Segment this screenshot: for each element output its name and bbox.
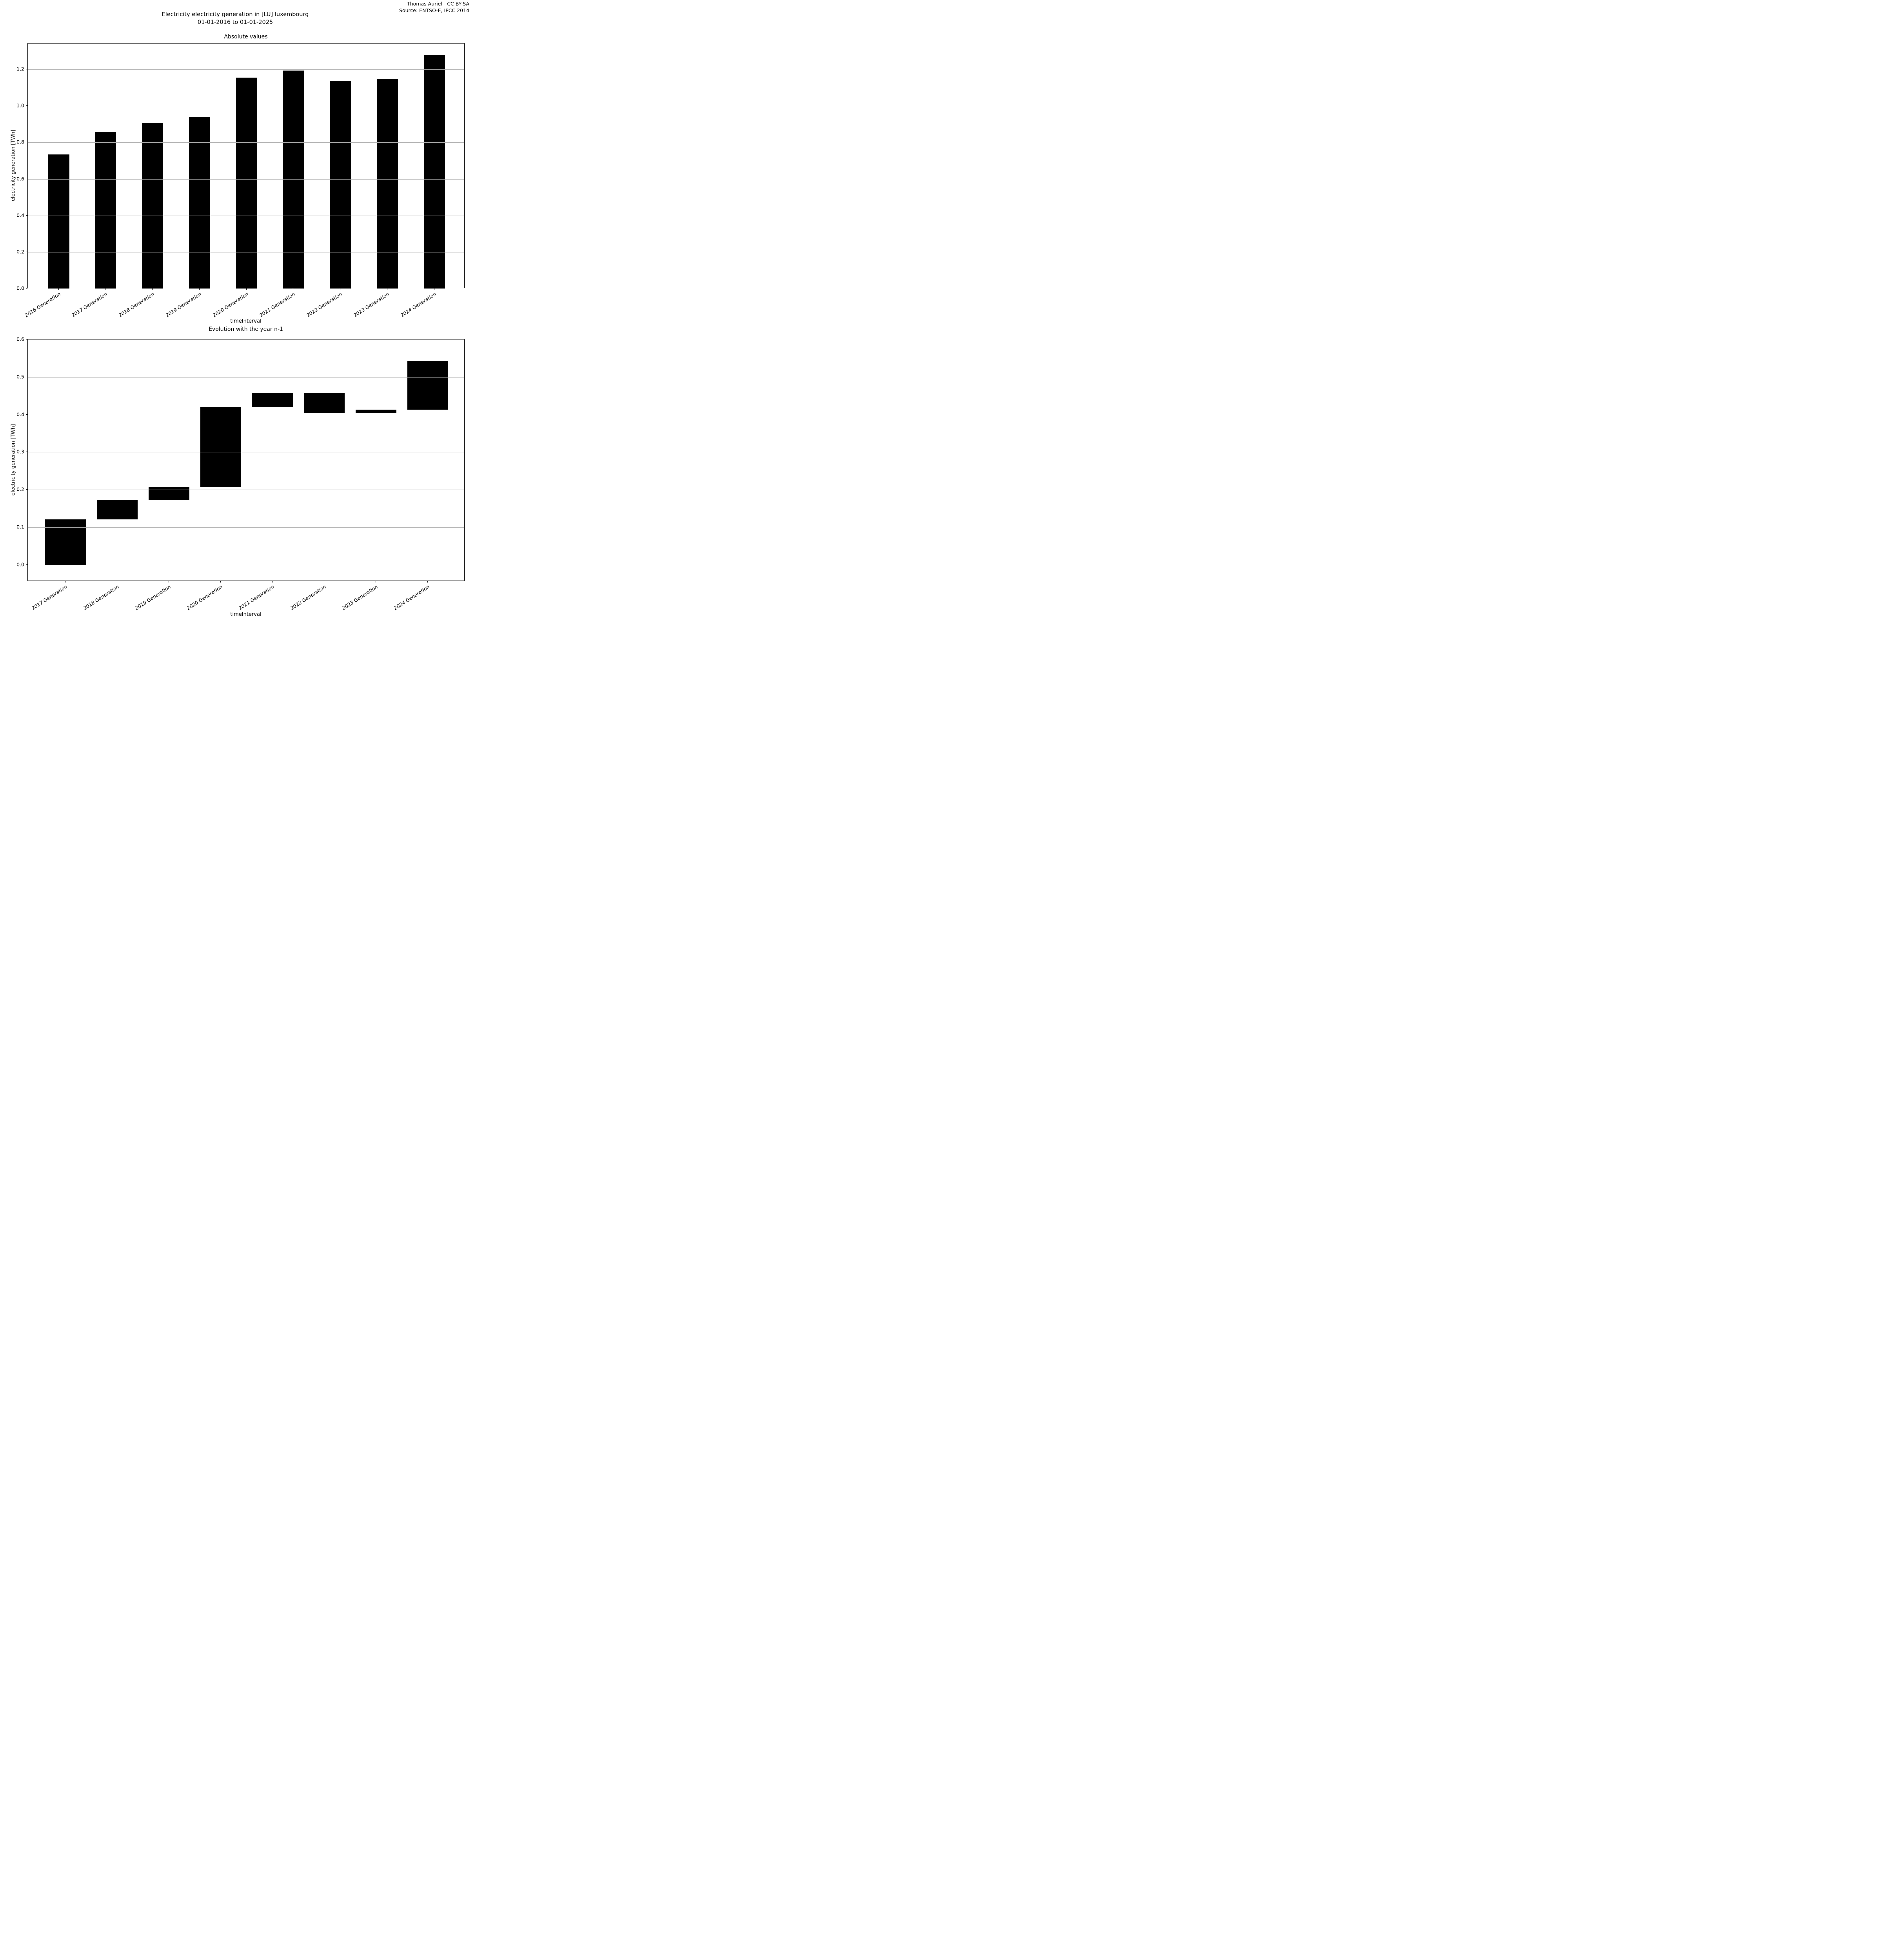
bottom-chart-xtick-label: 2022 Generation [289, 584, 327, 612]
top-chart-xtick-mark [58, 288, 59, 290]
bottom-chart-xtick-label: 2023 Generation [340, 584, 379, 612]
top-chart-ytick-label: 1.2 [16, 66, 24, 72]
bottom-chart-bar-2024 [407, 361, 448, 410]
bottom-chart-bar-2022 [303, 393, 345, 413]
bottom-chart-xtick-label: 2019 Generation [133, 584, 172, 612]
bottom-chart-ylabel: electricity generation [TWh] [10, 424, 16, 496]
top-chart-gridline [28, 142, 464, 143]
bottom-chart-bar-2018 [96, 500, 138, 519]
top-chart-xtick-mark [199, 288, 200, 290]
bottom-chart-xtick-label: 2018 Generation [82, 584, 120, 612]
top-chart-ytick-label: 1.0 [16, 102, 24, 109]
bottom-chart-ytick-label: 0.4 [16, 411, 24, 417]
top-chart-bar-2017 [95, 132, 116, 289]
top-chart-xtick-label: 2024 Generation [399, 291, 437, 319]
bottom-chart-ytick-label: 0.5 [16, 374, 24, 380]
credit-source: Source: ENTSO-E, IPCC 2014 [399, 7, 469, 13]
top-chart-ytick-label: 0.0 [16, 285, 24, 291]
bottom-chart-plot-area [27, 339, 465, 581]
top-chart-bar-2022 [330, 80, 351, 289]
figure-title: Electricity electricity generation in [L… [0, 11, 470, 26]
top-chart-bar-2024 [423, 55, 445, 289]
top-chart-xtick-label: 2023 Generation [352, 291, 390, 319]
top-chart-xtick-mark [246, 288, 247, 290]
top-chart-ytick-mark [26, 105, 27, 106]
top-chart-ylabel: electricity generation [TWh] [10, 129, 16, 201]
bottom-chart-ytick-mark [26, 489, 27, 490]
bottom-chart-xtick-mark [220, 581, 221, 583]
bottom-chart-ytick-label: 0.1 [16, 524, 24, 530]
bottom-chart-xtick-label: 2020 Generation [185, 584, 223, 612]
bottom-chart-ytick-mark [26, 564, 27, 565]
bottom-chart-bar-2017 [45, 519, 86, 565]
bottom-chart-ytick-label: 0.6 [16, 336, 24, 342]
top-chart-bar-2018 [142, 123, 163, 289]
credit-text: Thomas Auriel - CC BY-SA Source: ENTSO-E… [399, 1, 469, 14]
top-chart-xtick-label: 2017 Generation [70, 291, 109, 319]
top-chart-bar-2016 [48, 154, 69, 289]
top-chart-bar-2023 [376, 79, 398, 289]
top-chart-ytick-label: 0.4 [16, 212, 24, 218]
top-chart-xtick-mark [152, 288, 153, 290]
top-chart-xtick-label: 2018 Generation [117, 291, 156, 319]
figure-title-line2: 01-01-2016 to 01-01-2025 [197, 19, 273, 25]
figure-canvas: Thomas Auriel - CC BY-SA Source: ENTSO-E… [0, 0, 470, 627]
top-chart-gridline [28, 69, 464, 70]
top-chart-xlabel: timeInterval [230, 318, 262, 324]
top-chart-ytick-mark [26, 215, 27, 216]
top-chart-bar-2019 [189, 116, 210, 289]
bottom-chart-xtick-mark [427, 581, 428, 583]
top-chart-ytick-mark [26, 288, 27, 289]
bottom-chart-xlabel: timeInterval [230, 612, 262, 617]
top-chart-xtick-label: 2016 Generation [23, 291, 62, 319]
bottom-chart-xtick-label: 2021 Generation [237, 584, 275, 612]
bottom-chart-gridline [28, 527, 464, 528]
top-chart-xtick-label: 2021 Generation [258, 291, 296, 319]
bottom-chart-ytick-label: 0.0 [16, 561, 24, 568]
bottom-chart-bar-2020 [200, 407, 241, 488]
top-chart-ytick-label: 0.6 [16, 176, 24, 182]
bottom-chart-bar-2023 [355, 410, 396, 413]
bottom-chart-bar-2019 [148, 487, 189, 500]
figure-title-line1: Electricity electricity generation in [L… [162, 11, 309, 18]
top-chart-ytick-label: 0.2 [16, 249, 24, 255]
top-chart-xtick-label: 2022 Generation [305, 291, 343, 319]
bottom-chart-bar-2021 [252, 393, 293, 407]
bottom-chart-title: Evolution with the year n-1 [209, 326, 283, 332]
top-chart-plot-area [27, 43, 465, 289]
bottom-chart-ytick-label: 0.2 [16, 486, 24, 492]
top-chart-title: Absolute values [224, 34, 268, 40]
top-chart-ytick-label: 0.8 [16, 139, 24, 145]
top-chart-gridline [28, 179, 464, 180]
top-chart-bar-2020 [236, 78, 257, 289]
top-chart-bar-2021 [283, 71, 304, 289]
bottom-chart-ytick-mark [26, 414, 27, 415]
bottom-chart-xtick-label: 2017 Generation [30, 584, 68, 612]
top-chart-xtick-label: 2020 Generation [211, 291, 249, 319]
top-chart-xtick-label: 2019 Generation [164, 291, 202, 319]
bottom-chart-ytick-label: 0.3 [16, 448, 24, 455]
bottom-chart-xtick-label: 2024 Generation [392, 584, 431, 612]
credit-author: Thomas Auriel - CC BY-SA [407, 1, 469, 7]
